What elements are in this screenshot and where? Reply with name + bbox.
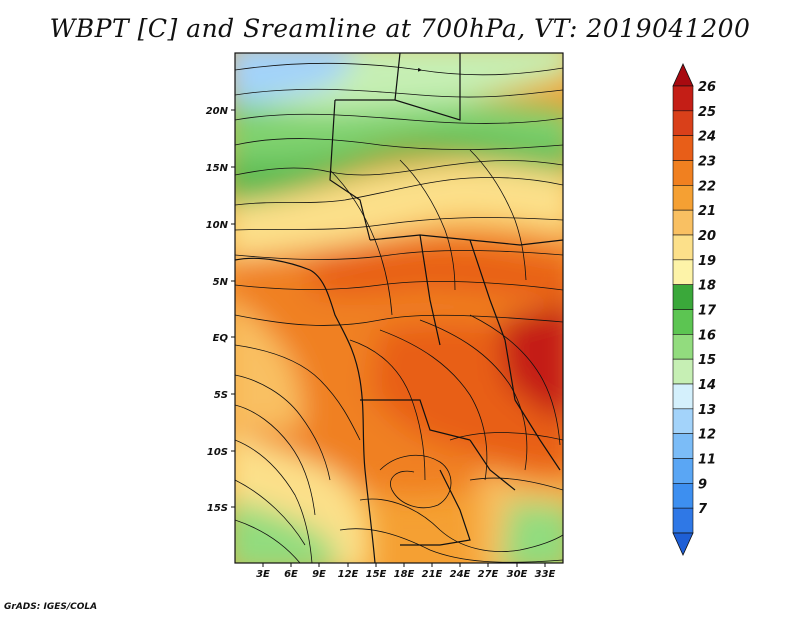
colorbar-segment	[672, 458, 694, 484]
colorbar-segment	[672, 234, 694, 261]
colorbar-label: 24	[698, 130, 716, 145]
wbpt-field	[235, 53, 563, 563]
lon-tick-label: 33E	[535, 569, 556, 580]
map-figure: 20N 15N 10N 5N EQ 5S 10S 15S 3E 6E 9E 12…	[206, 52, 717, 580]
lat-tick-label: 10S	[207, 447, 228, 458]
colorbar-segment	[672, 185, 694, 211]
map-title: WBPT [C] and Sreamline at 700hPa, VT: 20…	[49, 14, 751, 43]
lat-tick-label: 5N	[213, 277, 229, 288]
lat-tick-label: 15S	[207, 503, 228, 514]
lon-tick-label: 15E	[366, 569, 387, 580]
lon-axis: 3E 6E 9E 12E 15E 18E 21E 24E 27E 30E 33E	[256, 563, 556, 580]
colorbar-label: 13	[698, 403, 716, 418]
colorbar-label: 11	[698, 453, 716, 468]
lon-tick-label: 27E	[478, 569, 499, 580]
colorbar-label: 25	[698, 105, 716, 120]
lat-tick-label: 10N	[206, 220, 229, 231]
colorbar-label: 19	[698, 254, 716, 269]
colorbar-label: 20	[698, 229, 716, 244]
colorbar-label: 23	[698, 155, 716, 170]
colorbar-segment	[672, 85, 694, 112]
colorbar-segment	[672, 284, 694, 310]
colorbar: 26 25 24 23 22 21 20 19 18 17 16 15 14 13 12 11 9 7	[672, 63, 717, 556]
borders	[235, 53, 563, 563]
lon-tick-label: 21E	[422, 569, 443, 580]
lon-tick-label: 18E	[394, 569, 415, 580]
colorbar-label: 18	[698, 279, 716, 294]
colorbar-segment	[672, 483, 694, 509]
colorbar-segment	[672, 334, 694, 360]
lat-tick-label: 20N	[206, 106, 229, 117]
streamlines	[235, 62, 563, 563]
colorbar-label: 22	[698, 179, 716, 194]
colorbar-bottom-triangle	[672, 532, 694, 556]
colorbar-label: 15	[698, 353, 716, 368]
lon-tick-label: 9E	[312, 569, 326, 580]
lat-axis: 20N 15N 10N 5N EQ 5S 10S 15S	[206, 106, 235, 514]
lon-tick-label: 30E	[507, 569, 528, 580]
colorbar-segment	[672, 309, 694, 335]
lon-tick-label: 6E	[284, 569, 298, 580]
colorbar-label: 16	[698, 328, 716, 343]
lat-tick-label: EQ	[213, 333, 229, 344]
colorbar-segment	[672, 209, 694, 236]
lon-tick-label: 24E	[450, 569, 471, 580]
colorbar-label: 7	[698, 502, 708, 517]
colorbar-segment	[672, 135, 694, 161]
colorbar-segment	[672, 358, 694, 385]
colorbar-label: 9	[698, 477, 707, 492]
colorbar-segment	[672, 259, 694, 285]
colorbar-label: 17	[698, 304, 717, 319]
map-frame	[234, 52, 564, 564]
colorbar-label: 14	[698, 378, 716, 393]
colorbar-segment	[672, 507, 694, 534]
colorbar-label: 21	[698, 204, 716, 219]
lon-tick-label: 3E	[256, 569, 270, 580]
colorbar-label: 26	[698, 80, 716, 95]
lat-tick-label: 5S	[214, 390, 228, 401]
lat-tick-label: 15N	[206, 163, 229, 174]
colorbar-segment	[672, 160, 694, 186]
grads-credit: GrADS: IGES/COLA	[4, 602, 98, 612]
lon-tick-label: 12E	[338, 569, 359, 580]
colorbar-segment	[672, 408, 694, 434]
colorbar-segment	[672, 433, 694, 459]
colorbar-segment	[672, 110, 694, 136]
colorbar-label: 12	[698, 428, 716, 443]
colorbar-top-triangle	[672, 63, 694, 87]
colorbar-segment	[672, 383, 694, 410]
